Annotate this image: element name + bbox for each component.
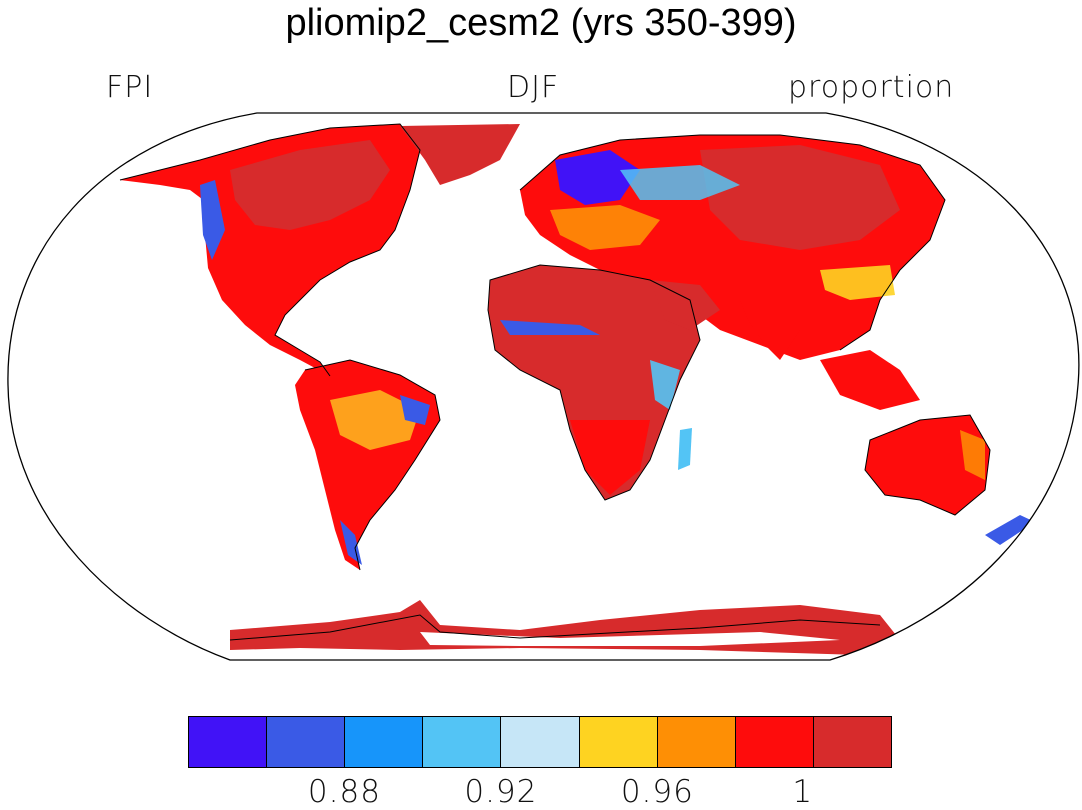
india <box>740 300 800 360</box>
colorbar-swatch <box>189 717 268 767</box>
australia <box>865 415 990 515</box>
units-label: proportion <box>788 70 955 105</box>
variable-label: FPI <box>106 70 154 105</box>
season-label: DJF <box>507 70 560 105</box>
globe-outline <box>7 112 1080 661</box>
sahel-strip <box>500 320 600 335</box>
south-america <box>295 360 440 570</box>
colorbar-swatch <box>501 717 580 767</box>
colorbar-tick-label: 1 <box>792 774 814 810</box>
colorbar-tick-label: 0.88 <box>307 774 381 810</box>
colorbar-swatch <box>657 717 736 767</box>
australia-east-mix <box>960 430 985 480</box>
china-yellow <box>820 265 895 300</box>
figure-title: pliomip2_cesm2 (yrs 350-399) <box>285 2 797 44</box>
colorbar-swatch <box>423 717 502 767</box>
south-america-mix <box>330 390 420 450</box>
colorbar-swatch <box>813 717 891 767</box>
antarctica <box>230 600 900 655</box>
colorbar <box>188 716 892 768</box>
colorbar-swatch <box>267 717 346 767</box>
scandinavia-blue <box>555 150 640 205</box>
russia-lightblue <box>620 165 740 200</box>
colorbar-swatch <box>345 717 424 767</box>
madagascar <box>678 428 692 470</box>
colorbar-tick-label: 0.92 <box>464 774 538 810</box>
antarctica-white-interior <box>420 632 840 646</box>
land-masses <box>120 124 1035 655</box>
colorbar-tick-label: 0.96 <box>620 774 694 810</box>
arabia <box>650 280 720 330</box>
new-zealand <box>985 515 1035 545</box>
south-america-blue <box>400 395 430 425</box>
east-africa-mix <box>650 360 680 410</box>
southeast-asia <box>820 350 920 410</box>
north-america-interior <box>230 140 390 230</box>
siberia-interior <box>700 145 900 250</box>
europe-orange <box>550 205 660 250</box>
coastlines <box>119 123 991 641</box>
southern-africa <box>570 420 650 495</box>
colorbar-swatch <box>735 717 814 767</box>
alaska-blue <box>200 180 225 260</box>
colorbar-swatch <box>579 717 658 767</box>
greenland <box>400 124 520 185</box>
